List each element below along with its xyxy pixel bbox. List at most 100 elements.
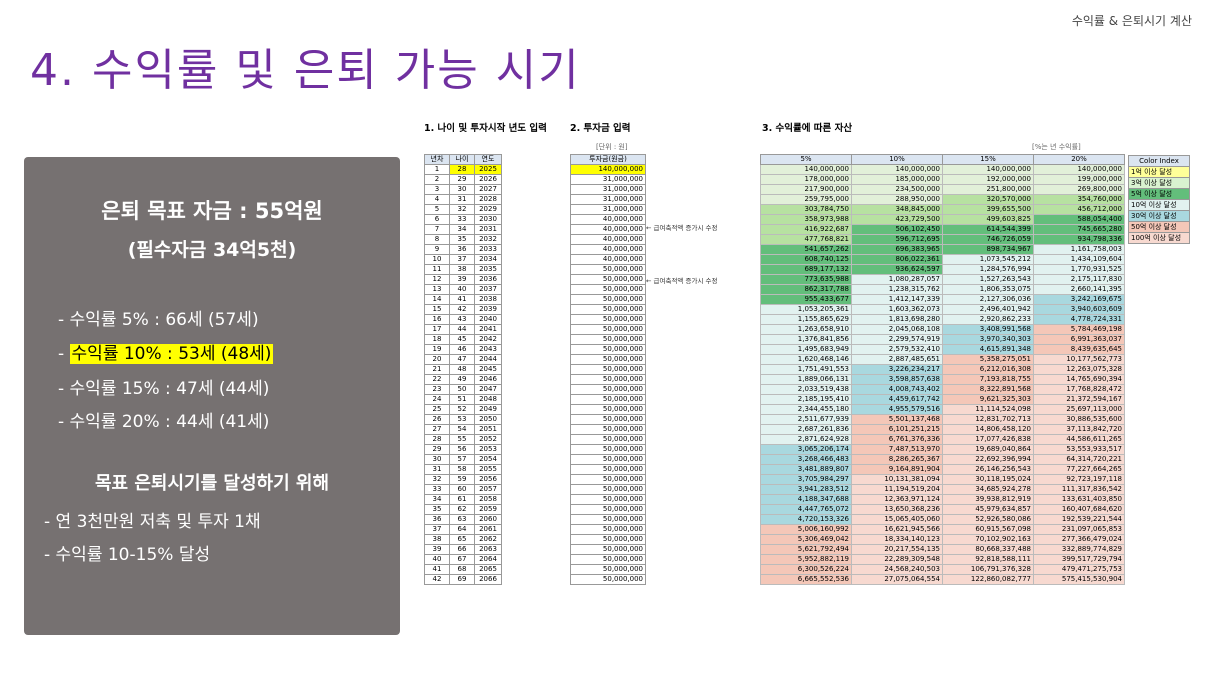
asset-cell: 3,940,603,609 [1033, 304, 1125, 315]
asset-cell: 1,376,841,856 [760, 334, 852, 345]
col-investment: 투자금(원금) [570, 154, 646, 165]
cell: 2028 [474, 194, 502, 205]
note-2: ← 급여축적액 증가시 수정 [646, 277, 718, 285]
asset-cell: 3,408,991,568 [942, 324, 1034, 335]
investment-cell: 50,000,000 [570, 284, 646, 295]
asset-cell: 541,657,262 [760, 244, 852, 255]
asset-cell: 5,306,469,042 [760, 534, 852, 545]
cell: 32 [449, 204, 475, 215]
col-year: 연도 [474, 154, 502, 165]
cell: 31 [449, 194, 475, 205]
asset-cell: 8,322,891,568 [942, 384, 1034, 395]
table-row: 2,687,261,836 6,101,251,215 14,806,458,120… [760, 424, 1125, 435]
cell: 2026 [474, 174, 502, 185]
table-row: 50,000,000 [570, 544, 646, 555]
cell: 2038 [474, 294, 502, 305]
legend-item: 100억 이상 달성 [1128, 233, 1190, 244]
asset-cell: 14,765,690,394 [1033, 374, 1125, 385]
asset-cell: 358,973,988 [760, 214, 852, 225]
asset-cell: 64,314,720,221 [1033, 454, 1125, 465]
cell: 54 [449, 424, 475, 435]
investment-cell: 50,000,000 [570, 274, 646, 285]
table-row: 5,952,882,119 22,289,309,548 92,818,588,11… [760, 554, 1125, 565]
table-row: 6,665,552,536 27,075,064,554 122,860,082,7… [760, 574, 1125, 585]
asset-cell: 37,113,842,720 [1033, 424, 1125, 435]
legend-item: 5억 이상 달성 [1128, 189, 1190, 200]
table-row: 50,000,000 [570, 554, 646, 565]
asset-cell: 506,102,450 [851, 224, 943, 235]
table-row: 3,705,984,297 10,131,381,094 30,118,195,02… [760, 474, 1125, 485]
asset-cell: 862,317,788 [760, 284, 852, 295]
cell: 2030 [474, 214, 502, 225]
table-row: 23 50 2047 [424, 384, 502, 395]
table-row: 4,720,153,326 15,065,405,060 52,926,580,08… [760, 514, 1125, 525]
asset-cell: 231,097,065,853 [1033, 524, 1125, 535]
table-row: 862,317,788 1,238,315,762 1,806,353,075 2,6… [760, 284, 1125, 295]
cell: 59 [449, 474, 475, 485]
investment-cell: 50,000,000 [570, 374, 646, 385]
table-row: 1 28 2025 [424, 164, 502, 175]
target-amount: 은퇴 목표 자금 : 55억원 [101, 199, 323, 223]
asset-cell: 2,185,195,410 [760, 394, 852, 405]
investment-cell: 50,000,000 [570, 554, 646, 565]
asset-cell: 11,114,524,098 [942, 404, 1034, 415]
asset-cell: 1,806,353,075 [942, 284, 1034, 295]
asset-cell: 5,006,160,992 [760, 524, 852, 535]
cell: 36 [449, 244, 475, 255]
asset-cell: 608,740,125 [760, 254, 852, 265]
asset-cell: 614,544,399 [942, 224, 1034, 235]
investment-cell: 50,000,000 [570, 464, 646, 475]
cell: 46 [449, 344, 475, 355]
cell: 29 [424, 444, 450, 455]
asset-cell: 27,075,064,554 [851, 574, 943, 585]
asset-cell: 4,955,579,516 [851, 404, 943, 415]
asset-cell: 22,692,396,994 [942, 454, 1034, 465]
cell: 32 [424, 474, 450, 485]
asset-cell: 2,299,574,919 [851, 334, 943, 345]
asset-cell: 77,227,664,265 [1033, 464, 1125, 475]
investment-cell: 50,000,000 [570, 264, 646, 275]
table-row: 38 65 2062 [424, 534, 502, 545]
asset-cell: 456,712,000 [1033, 204, 1125, 215]
investment-cell: 50,000,000 [570, 474, 646, 485]
table-row: 50,000,000 [570, 334, 646, 345]
table-row: 541,657,262 696,383,965 898,734,967 1,161,7… [760, 244, 1125, 255]
investment-cell: 50,000,000 [570, 324, 646, 335]
asset-cell: 2,127,306,036 [942, 294, 1034, 305]
investment-cell: 31,000,000 [570, 204, 646, 215]
table-row: 2,344,455,180 4,955,579,516 11,114,524,098… [760, 404, 1125, 415]
table-row: 28 55 2052 [424, 434, 502, 445]
table-row: 40,000,000 [570, 214, 646, 225]
asset-cell: 140,000,000 [1033, 164, 1125, 175]
table-row: 140,000,000 140,000,000 140,000,000 140,000… [760, 164, 1125, 175]
asset-cell: 596,712,695 [851, 234, 943, 245]
asset-cell: 936,624,597 [851, 264, 943, 275]
investment-cell: 50,000,000 [570, 574, 646, 585]
asset-cell: 15,065,405,060 [851, 514, 943, 525]
investment-cell: 50,000,000 [570, 524, 646, 535]
asset-cell: 2,579,532,410 [851, 344, 943, 355]
investment-cell: 50,000,000 [570, 504, 646, 515]
col-year-index: 년차 [424, 154, 450, 165]
table-row: 50,000,000 [570, 534, 646, 545]
table-row: 4,188,347,688 12,363,971,124 39,938,812,91… [760, 494, 1125, 505]
table-row: 1,376,841,856 2,299,574,919 3,970,340,303 6… [760, 334, 1125, 345]
cell: 2033 [474, 244, 502, 255]
table-row: 1,889,066,131 3,598,857,638 7,193,818,755 1… [760, 374, 1125, 385]
asset-cell: 217,900,000 [760, 184, 852, 195]
asset-cell: 140,000,000 [760, 164, 852, 175]
table-row: 3,268,466,483 8,286,265,367 22,692,396,994… [760, 454, 1125, 465]
cell: 30 [424, 454, 450, 465]
asset-cell: 192,539,221,544 [1033, 514, 1125, 525]
cell: 33 [424, 484, 450, 495]
asset-cell: 30,886,535,600 [1033, 414, 1125, 425]
table-row: 50,000,000 [570, 494, 646, 505]
asset-cell: 277,366,479,024 [1033, 534, 1125, 545]
asset-cell: 8,286,265,367 [851, 454, 943, 465]
cell: 2055 [474, 464, 502, 475]
table-row: 50,000,000 [570, 364, 646, 375]
table-row: 50,000,000 [570, 394, 646, 405]
investment-cell: 50,000,000 [570, 424, 646, 435]
cell: 29 [449, 174, 475, 185]
asset-cell: 1,770,931,525 [1033, 264, 1125, 275]
